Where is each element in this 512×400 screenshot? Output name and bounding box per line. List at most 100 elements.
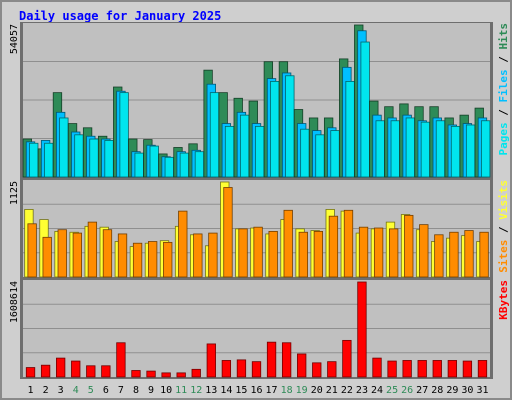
bar-pages-day-10 (164, 156, 174, 178)
x-tick-label-day-1: 1 (28, 385, 34, 396)
bar-sites-day-24 (373, 227, 384, 278)
bar-pages-day-3 (59, 117, 69, 178)
panel-hits: 54057 (9, 22, 493, 179)
bar-kbytes-day-4 (71, 360, 81, 378)
bar-pages-day-31 (481, 120, 491, 178)
bar-sites-day-13 (208, 232, 218, 278)
bar-kbytes-day-8 (131, 370, 141, 378)
chart-legends: Pages / Files / Hits Sites / Visits KBytes (497, 23, 510, 320)
bar-kbytes-day-22 (342, 339, 352, 378)
bar-pages-day-7 (119, 92, 129, 178)
bar-pages-day-18 (285, 75, 295, 178)
bar-pages-day-27 (420, 121, 431, 178)
x-tick-label-day-22: 22 (341, 385, 353, 396)
x-tick-label-day-19: 19 (296, 385, 308, 396)
bar-kbytes-day-17 (266, 341, 277, 378)
bar-pages-day-17 (270, 81, 280, 178)
bar-pages-day-1 (29, 142, 39, 178)
legend-text: Pages / Files / Hits (497, 23, 510, 156)
bar-sites-day-16 (253, 226, 263, 278)
legend-entry-files: Files (497, 69, 510, 102)
bar-sites-day-17 (268, 230, 278, 278)
bar-kbytes-day-15 (236, 359, 247, 378)
x-tick-label-day-6: 6 (103, 385, 109, 396)
panel-kbytes: 1608614 (9, 279, 493, 379)
x-tick-label-day-31: 31 (476, 385, 488, 396)
y-axis-max-label: 1608614 (9, 281, 20, 323)
x-tick-label-day-30: 30 (461, 385, 473, 396)
legend-text: KBytes (497, 280, 510, 320)
legend-separator: / (497, 220, 510, 240)
x-tick-label-day-28: 28 (431, 385, 443, 396)
bar-pages-day-23 (360, 41, 370, 178)
x-tick-label-day-21: 21 (326, 385, 338, 396)
bar-sites-day-22 (343, 209, 354, 278)
bar-kbytes-day-16 (251, 361, 262, 378)
x-tick-label-day-14: 14 (220, 385, 232, 396)
bar-sites-day-23 (358, 226, 369, 278)
bar-kbytes-day-7 (116, 342, 126, 378)
bar-sites-day-5 (87, 221, 98, 278)
bar-kbytes-day-29 (447, 360, 457, 378)
y-axis-max-label: 54057 (9, 24, 20, 54)
bar-sites-day-10 (163, 241, 173, 278)
bar-kbytes-day-10 (161, 372, 171, 378)
bar-sites-day-25 (389, 228, 399, 278)
bar-pages-day-15 (239, 114, 250, 178)
bar-sites-day-3 (57, 229, 67, 278)
legend-entry-kbytes: KBytes (497, 280, 510, 320)
bar-kbytes-day-18 (281, 342, 292, 378)
bar-pages-day-8 (134, 152, 144, 178)
bar-sites-day-31 (479, 231, 489, 278)
x-tick-label-day-8: 8 (133, 385, 139, 396)
x-tick-label-day-12: 12 (190, 385, 202, 396)
panel-visits: 1125 (9, 179, 493, 279)
legend-hits: Pages / Files / Hits (497, 23, 510, 156)
bar-kbytes-day-14 (221, 360, 232, 378)
bar-kbytes-day-24 (372, 357, 382, 378)
bar-sites-day-6 (102, 229, 113, 278)
x-axis-labels: 1 2 3 4 5 6 7 8 9 10 11 12 13 14 15 16 17 18 19 20 21 22 23 24 2… (28, 385, 489, 396)
legend-entry-hits: Hits (497, 23, 510, 50)
bar-kbytes-day-2 (40, 364, 51, 378)
bar-pages-day-29 (450, 125, 461, 178)
x-tick-label-day-18: 18 (281, 385, 293, 396)
bar-kbytes-day-30 (462, 360, 473, 378)
x-tick-label-day-27: 27 (416, 385, 428, 396)
legend-entry-visits: Visits (497, 180, 510, 220)
x-tick-label-day-7: 7 (118, 385, 124, 396)
bar-kbytes-day-20 (312, 362, 322, 378)
x-tick-label-day-9: 9 (148, 385, 154, 396)
x-tick-label-day-13: 13 (205, 385, 217, 396)
bar-kbytes-day-9 (146, 370, 156, 378)
x-tick-label-day-26: 26 (401, 385, 413, 396)
bar-kbytes-day-19 (297, 353, 307, 378)
bar-sites-day-18 (283, 209, 293, 278)
x-tick-label-day-11: 11 (175, 385, 187, 396)
bar-kbytes-day-21 (327, 361, 337, 378)
bar-pages-day-30 (465, 124, 476, 178)
bar-kbytes-day-12 (191, 368, 201, 378)
x-tick-label-day-17: 17 (266, 385, 278, 396)
bar-kbytes-day-6 (101, 365, 111, 378)
x-tick-label-day-24: 24 (371, 385, 383, 396)
x-tick-label-day-29: 29 (446, 385, 458, 396)
bar-kbytes-day-5 (86, 365, 96, 378)
bar-pages-day-6 (104, 140, 114, 178)
bar-sites-day-26 (404, 214, 414, 278)
bar-sites-day-27 (419, 224, 429, 278)
bar-sites-day-19 (298, 231, 308, 278)
bar-sites-day-9 (147, 241, 158, 278)
x-tick-label-day-4: 4 (73, 385, 79, 396)
bar-sites-day-28 (434, 234, 444, 278)
bar-pages-day-19 (300, 128, 310, 178)
bar-sites-day-12 (193, 233, 203, 278)
bar-sites-day-8 (132, 242, 143, 278)
y-axis-max-label: 1125 (9, 181, 20, 205)
bar-pages-day-9 (149, 145, 159, 178)
bar-sites-day-30 (464, 230, 474, 278)
x-tick-label-day-3: 3 (58, 385, 64, 396)
bar-sites-day-14 (223, 187, 233, 278)
bar-kbytes-day-13 (206, 343, 216, 378)
